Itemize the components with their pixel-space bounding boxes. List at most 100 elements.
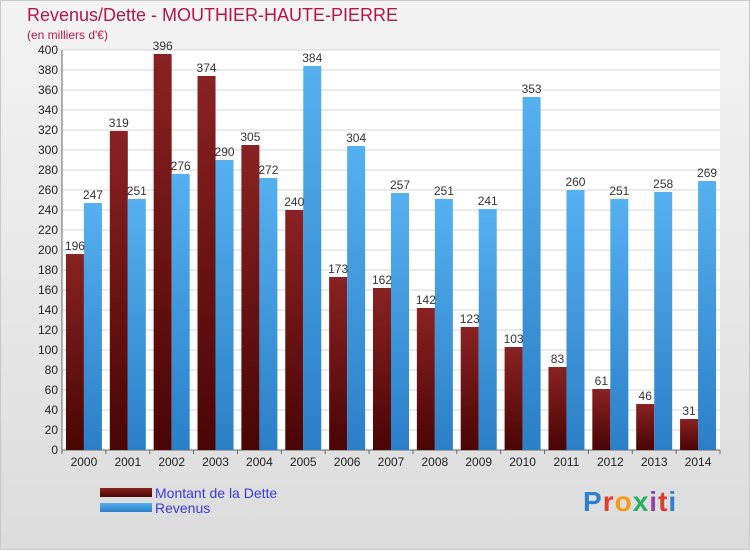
chart-subtitle: (en milliers d'€) [27,28,108,42]
data-label-debt: 142 [416,293,436,307]
bar-revenue [83,203,102,450]
data-label-debt: 396 [153,39,173,53]
legend-swatch-revenue [100,503,152,512]
x-tick-label: 2012 [597,455,624,469]
x-tick-label: 2000 [71,455,98,469]
bar-debt [416,308,435,450]
x-tick-label: 2010 [509,455,536,469]
x-tick-label: 2011 [554,455,580,469]
y-tick-label: 240 [38,203,58,217]
bar-revenue [127,199,146,450]
data-labels: 196 247 319 251 396 276 374 290 305 272 240 384 173 3… [65,39,717,418]
bar-revenue [566,190,585,450]
logo-letter: r [602,486,615,517]
bar-debt [197,76,216,450]
data-label-revenue: 251 [434,184,454,198]
data-label-revenue: 290 [215,145,235,159]
x-tick-label: 2014 [685,455,712,469]
data-label-revenue: 353 [522,82,542,96]
data-label-revenue: 251 [609,184,629,198]
bar-debt [241,145,260,450]
x-tick-label: 2004 [246,455,273,469]
data-label-revenue: 384 [302,51,322,65]
y-tick-label: 380 [38,63,58,77]
y-tick-label: 320 [38,123,58,137]
y-tick-label: 200 [38,243,58,257]
y-tick-label: 300 [38,143,58,157]
legend-item-debt: Montant de la Dette [100,485,360,502]
y-tick-label: 360 [38,83,58,97]
data-label-debt: 123 [460,312,480,326]
y-tick-label: 80 [45,363,59,377]
bar-debt [329,277,348,450]
legend-label-debt: Montant de la Dette [155,485,278,501]
y-tick-label: 400 [38,43,58,57]
data-label-debt: 83 [551,352,565,366]
bar-debt [65,254,84,450]
bar-revenue [391,193,409,450]
data-label-revenue: 304 [346,131,366,145]
x-tick-label: 2013 [641,455,668,469]
bar-revenue [259,178,278,450]
y-tick-label: 0 [51,443,58,457]
data-label-debt: 196 [65,239,85,253]
data-label-revenue: 276 [171,159,191,173]
bar-debt [460,327,479,450]
bar-debt [153,54,172,450]
bar-revenue [171,174,190,450]
y-tick-label: 40 [45,403,59,417]
y-tick-label: 60 [45,383,59,397]
bar-revenue [654,192,673,450]
bar-debt [109,131,128,450]
bar-debt [373,288,391,450]
bar-revenue [478,209,497,450]
y-tick-label: 280 [38,163,58,177]
bar-revenue [610,199,629,450]
bar-debt [636,404,655,450]
x-tick-label: 2003 [202,455,229,469]
x-tick-label: 2005 [290,455,317,469]
y-tick-label: 260 [38,183,58,197]
y-tick-label: 180 [38,263,58,277]
data-label-revenue: 251 [127,184,147,198]
legend-swatch-debt [100,488,152,497]
y-tick-label: 220 [38,223,58,237]
bar-debt [548,367,567,450]
x-tick-label: 2002 [158,455,185,469]
legend-label-revenue: Revenus [155,500,211,516]
x-tick-label: 2007 [378,455,405,469]
y-tick-label: 340 [38,103,58,117]
data-label-revenue: 241 [478,194,498,208]
logo-letter: i [668,486,678,517]
x-tick-label: 2008 [422,455,449,469]
logo-letter: i [649,486,659,517]
bar-revenue [347,146,366,450]
logo-letter: x [632,486,650,517]
data-label-revenue: 260 [565,175,585,189]
logo-letter: t [658,486,669,517]
y-tick-label: 120 [38,323,58,337]
axes: 0 20 40 60 80 100 120 140 160 180 200 220 240 260 280 3… [38,43,721,469]
data-label-revenue: 258 [653,177,673,191]
data-label-debt: 319 [109,116,129,130]
bar-revenue [303,66,322,450]
data-label-debt: 61 [595,374,609,388]
data-label-debt: 305 [240,130,260,144]
data-label-debt: 173 [328,262,348,276]
bars [65,54,717,450]
legend-item-revenue: Revenus [100,500,360,517]
data-label-revenue: 257 [390,178,410,192]
x-tick-label: 2009 [465,455,492,469]
data-label-revenue: 272 [258,163,278,177]
bar-revenue [434,199,453,450]
data-label-revenue: 269 [697,166,717,180]
y-tick-label: 160 [38,283,58,297]
bar-debt [504,347,523,450]
data-label-debt: 31 [682,404,696,418]
bar-revenue [698,181,717,450]
data-label-debt: 374 [197,61,217,75]
bar-debt [285,210,304,450]
bar-revenue [522,97,541,450]
y-tick-label: 20 [45,423,59,437]
